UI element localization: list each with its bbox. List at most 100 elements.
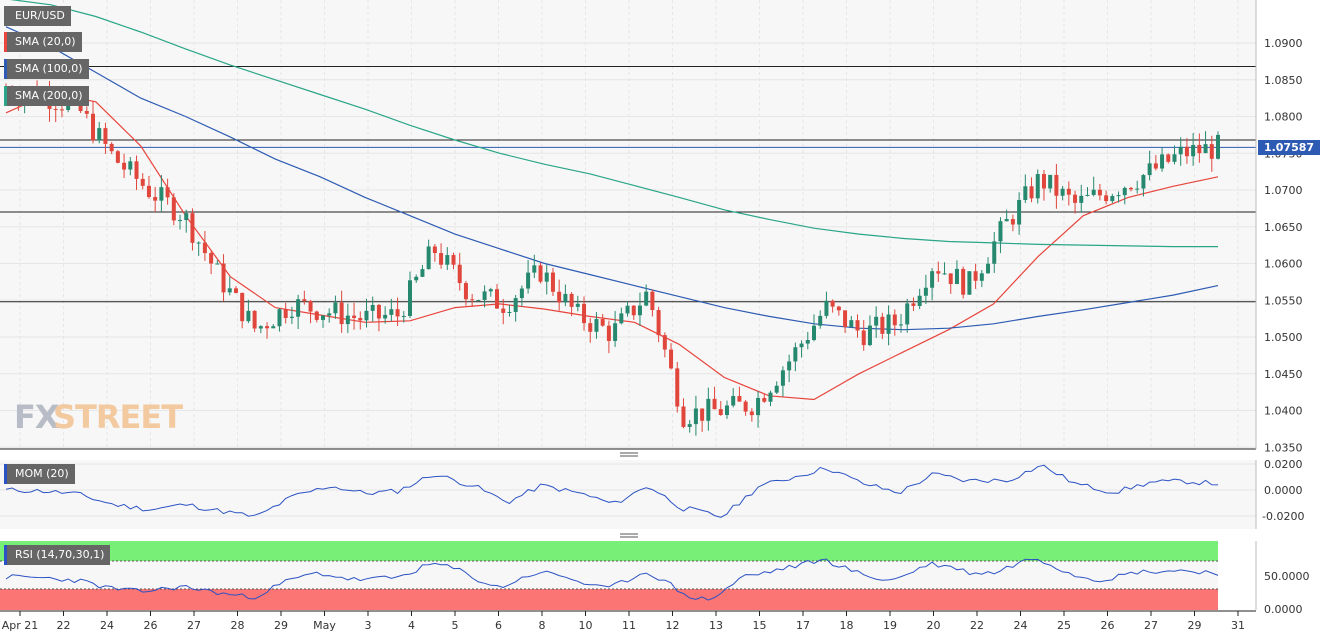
candle-body <box>240 292 245 322</box>
candle-body <box>986 263 991 274</box>
date-tick-label: 5 <box>452 619 459 632</box>
candle-body <box>389 309 394 315</box>
candle-body <box>308 301 313 312</box>
candle-body <box>818 315 823 326</box>
price-panel <box>0 0 1256 449</box>
candle-body <box>762 398 767 402</box>
current-price-text: 1.07587 <box>1263 141 1315 154</box>
mom-tick-mid: 0.0000 <box>1264 484 1303 497</box>
candle-body <box>1153 163 1158 169</box>
candle-body <box>1203 144 1208 154</box>
candle-body <box>787 361 792 371</box>
candle-body <box>252 310 257 329</box>
candle-body <box>600 319 605 326</box>
candle-body <box>401 315 406 317</box>
date-tick-label: 20 <box>927 619 941 632</box>
sma200-text: SMA (200,0) <box>15 89 83 102</box>
candle-body <box>867 325 872 346</box>
candle-body <box>258 326 263 329</box>
symbol-label[interactable]: EUR/USD <box>4 6 71 26</box>
price-tick-label: 1.0800 <box>1264 111 1303 124</box>
candle-body <box>171 197 176 221</box>
candle-body <box>345 315 350 325</box>
candle-body <box>569 293 574 307</box>
rsi-tick-0: 0.0000 <box>1264 603 1303 616</box>
sma200-label[interactable]: SMA (200,0) <box>4 86 89 106</box>
candle-body <box>575 303 580 307</box>
candle-body <box>103 128 108 144</box>
candle-body <box>805 340 810 344</box>
candle-body <box>706 398 711 421</box>
candle-body <box>146 185 151 198</box>
candle-body <box>1160 154 1165 169</box>
candle-body <box>1004 219 1009 222</box>
date-tick-label: 27 <box>187 619 201 632</box>
price-tick-label: 1.0500 <box>1264 331 1303 344</box>
rsi-label[interactable]: RSI (14,70,30,1) <box>4 545 111 565</box>
date-tick-label: 10 <box>579 619 593 632</box>
candle-body <box>724 405 729 416</box>
candle-body <box>495 289 500 309</box>
sma-line-0 <box>5 92 1219 401</box>
date-tick-label: 3 <box>365 619 372 632</box>
candle-body <box>1128 187 1133 190</box>
candle-body <box>426 246 431 270</box>
candle-body <box>650 291 655 311</box>
candle-body <box>799 343 804 348</box>
candle-body <box>414 276 419 281</box>
candle-body <box>606 325 611 341</box>
candle-body <box>656 310 661 336</box>
date-tick-label: 15 <box>753 619 767 632</box>
candle-body <box>1197 144 1202 154</box>
candle-body <box>930 271 935 288</box>
sma-line-2 <box>9 0 1218 248</box>
sma20-text: SMA (20,0) <box>15 35 76 48</box>
candle-body <box>874 316 879 326</box>
rsi-line <box>5 558 1219 601</box>
candle-body <box>631 305 636 316</box>
date-tick-label: 31 <box>1231 619 1245 632</box>
candle-body <box>233 288 238 293</box>
candle-body <box>942 273 947 275</box>
candle-body <box>221 263 226 293</box>
candle-body <box>439 253 444 265</box>
candle-body <box>128 161 133 170</box>
resize-handle-1[interactable] <box>620 452 638 457</box>
rsi-oversold-zone <box>0 589 1218 610</box>
date-tick-label: 24 <box>1014 619 1028 632</box>
candle-body <box>669 349 674 369</box>
sma20-label[interactable]: SMA (20,0) <box>4 32 82 52</box>
momentum-label[interactable]: MOM (20) <box>4 464 75 484</box>
candle-body <box>432 246 437 254</box>
resize-handle-2[interactable] <box>620 533 638 538</box>
candle-body <box>637 305 642 316</box>
candle-body <box>681 406 686 427</box>
candle-body <box>899 324 904 326</box>
sma100-text: SMA (100,0) <box>15 62 83 75</box>
candle-body <box>463 283 468 300</box>
candle-body <box>544 272 549 282</box>
sma100-label[interactable]: SMA (100,0) <box>4 59 89 79</box>
date-tick-label: 29 <box>274 619 288 632</box>
candle-body <box>948 273 953 285</box>
candle-body <box>420 269 425 277</box>
candle-body <box>1216 134 1220 159</box>
candle-body <box>1141 175 1146 189</box>
rsi-mid-zone <box>0 561 1218 589</box>
candle-body <box>693 408 698 425</box>
momentum-panel <box>0 460 1256 529</box>
candle-body <box>973 271 978 281</box>
candle-body <box>550 272 555 292</box>
candle-body <box>1184 146 1189 157</box>
date-tick-label: 4 <box>408 619 415 632</box>
date-tick-label: 19 <box>883 619 897 632</box>
candle-body <box>1122 187 1127 196</box>
date-tick-label: 12 <box>666 619 680 632</box>
candle-body <box>370 304 375 311</box>
candle-body <box>1172 154 1177 162</box>
watermark-street: STREET <box>53 398 183 436</box>
price-tick-label: 1.0350 <box>1264 441 1303 454</box>
candle-body <box>364 310 369 321</box>
candle-body <box>644 291 649 306</box>
